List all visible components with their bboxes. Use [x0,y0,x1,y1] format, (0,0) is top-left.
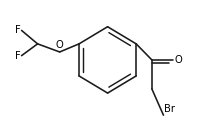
Text: O: O [56,40,64,50]
Text: Br: Br [164,104,175,114]
Text: F: F [15,25,20,35]
Text: F: F [15,51,20,61]
Text: O: O [174,55,182,65]
